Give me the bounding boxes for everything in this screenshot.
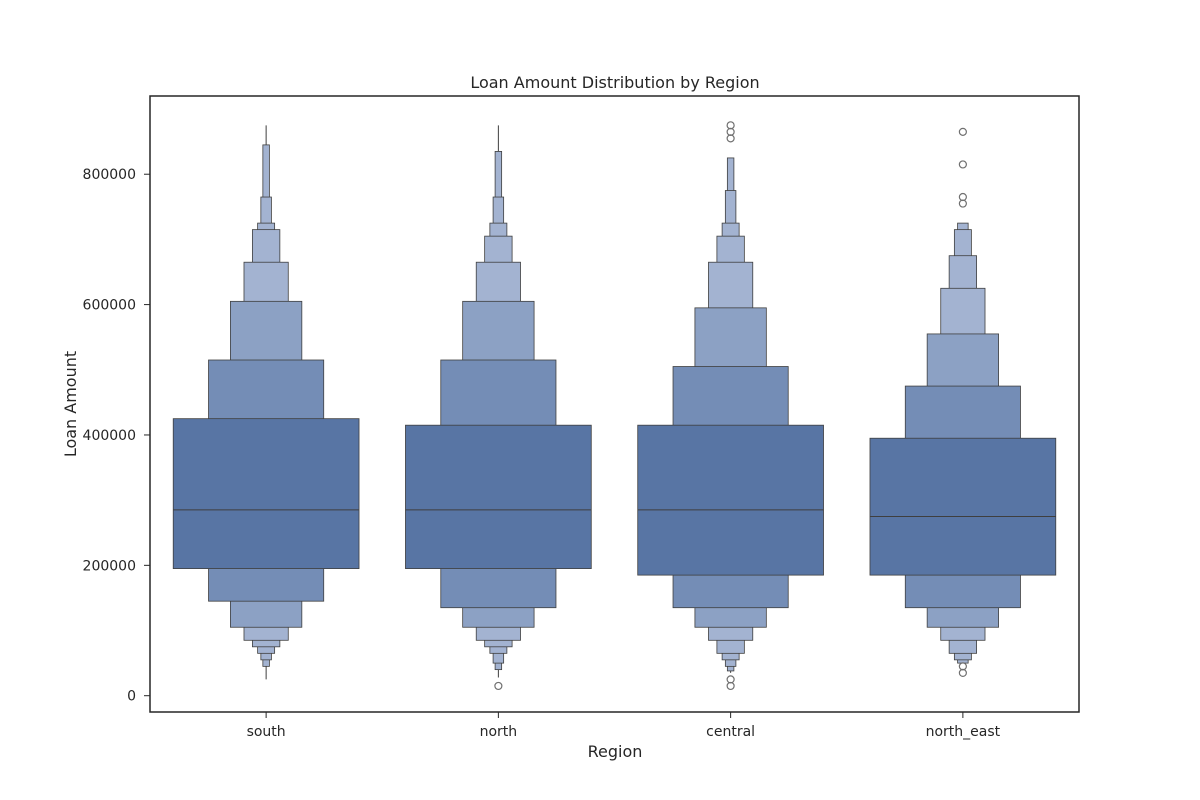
outlier-point (958, 160, 967, 169)
boxen-group-central (637, 121, 824, 691)
y-tick-label: 600000 (83, 298, 136, 314)
plot-frame (149, 95, 1080, 713)
box-level-1 (172, 418, 360, 569)
outlier-point (726, 675, 735, 684)
y-axis-label: Loan Amount (61, 351, 80, 457)
outlier-point (494, 681, 503, 691)
box-level-1 (637, 424, 824, 576)
y-tick-label: 800000 (83, 167, 136, 183)
x-tick-label: south (247, 724, 286, 740)
x-tick-label: central (706, 724, 755, 740)
x-axis-label: Region (588, 742, 643, 761)
outlier-point (958, 127, 967, 136)
y-tick-label: 200000 (83, 558, 136, 574)
y-tick-label: 0 (127, 689, 136, 705)
y-tick-label: 400000 (83, 428, 136, 444)
box-level-1 (869, 437, 1057, 576)
chart-title: Loan Amount Distribution by Region (470, 73, 759, 92)
boxen-group-south (172, 125, 360, 680)
outlier-point (958, 662, 967, 671)
outlier-point (726, 121, 735, 130)
boxen-group-north_east (869, 127, 1057, 677)
x-tick-label: north (480, 724, 518, 740)
box-level-1 (405, 424, 592, 569)
boxen-group-north (405, 125, 592, 691)
boxes-layer (172, 121, 1057, 691)
x-tick-label: north_east (926, 724, 1001, 740)
outlier-point (958, 192, 967, 202)
axes-layer: south north central north_east 0 200000 400000… (83, 167, 1001, 740)
